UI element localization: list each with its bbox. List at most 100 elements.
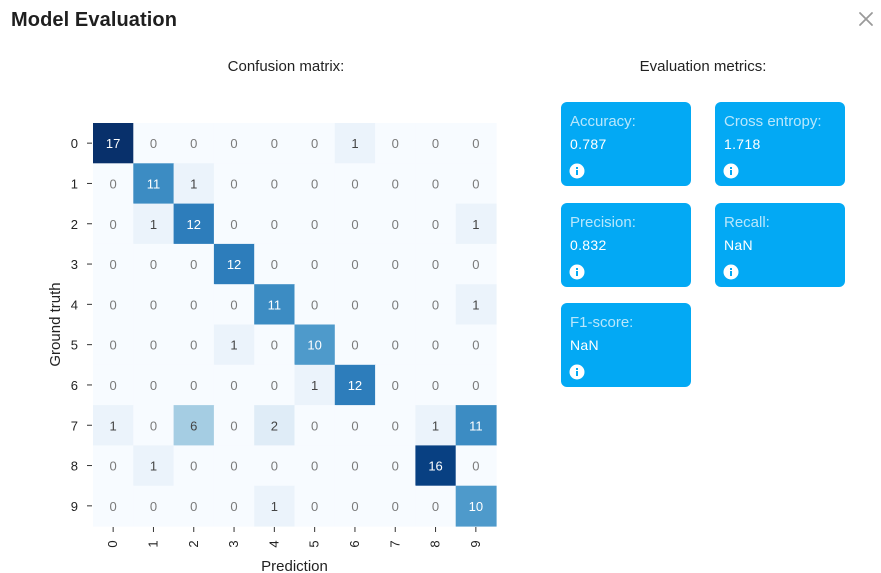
matrix-cell [93,123,134,164]
matrix-cell [254,284,296,326]
matrix-cell [173,405,215,446]
cell-value: 11 [268,297,282,312]
cell-value: 0 [432,217,439,232]
y-tick-label: 9 [71,499,78,514]
cell-value: 10 [307,338,321,353]
metric-card-cross-entropy: Cross entropy: 1.718 [715,102,845,186]
cell-value: 0 [432,257,439,272]
cell-value: 0 [271,257,278,272]
cell-value: 0 [351,499,358,514]
info-icon[interactable] [723,264,739,280]
matrix-cell [375,405,416,446]
matrix-cell [133,243,175,285]
matrix-cell [334,324,376,366]
matrix-cell [415,364,457,406]
matrix-cell [294,445,336,487]
matrix-cell [173,324,215,366]
matrix-cell [375,284,416,326]
cell-value: 0 [230,136,237,151]
matrix-cell [334,445,376,487]
matrix-cell [93,485,134,527]
x-tick-label: 2 [186,540,201,547]
matrix-cell [455,243,497,285]
cell-value: 0 [392,499,399,514]
metric-label: Precision: [570,214,636,231]
cell-value: 10 [469,499,483,514]
matrix-cell [455,445,497,487]
cell-value: 1 [271,499,278,514]
cell-value: 0 [392,378,399,393]
matrix-cell [133,163,175,205]
cell-value: 0 [472,338,479,353]
metric-value: 0.832 [570,237,607,253]
metric-card-recall: Recall: NaN [715,203,845,287]
matrix-cell [415,445,457,487]
cell-value: 0 [190,338,197,353]
cell-value: 1 [432,418,439,433]
x-tick-label: 5 [307,540,322,547]
matrix-cell [375,364,416,406]
y-axis-label: Ground truth [47,282,64,366]
close-icon[interactable] [855,8,877,30]
matrix-cell [213,284,255,326]
cell-value: 0 [150,338,157,353]
matrix-cell [455,485,497,527]
cell-value: 0 [472,459,479,474]
matrix-cell [294,203,336,245]
matrix-cell [415,203,457,245]
cell-value: 0 [351,257,358,272]
matrix-cell [173,445,215,487]
x-tick-label: 9 [468,540,483,547]
cell-value: 12 [187,217,201,232]
cell-value: 2 [271,418,278,433]
cell-value: 0 [190,459,197,474]
matrix-cell [173,203,215,245]
cell-value: 0 [351,418,358,433]
cell-value: 0 [432,297,439,312]
info-icon[interactable] [723,163,739,179]
matrix-cell [415,284,457,326]
info-icon[interactable] [569,163,585,179]
info-icon[interactable] [569,364,585,380]
cell-value: 0 [230,217,237,232]
cell-value: 0 [110,338,117,353]
matrix-cell [173,485,215,527]
info-icon[interactable] [569,264,585,280]
matrix-cell [375,243,416,285]
matrix-cell [254,324,296,366]
x-tick-label: 6 [347,540,362,547]
y-tick-label: 7 [71,418,78,433]
cell-value: 1 [230,338,237,353]
matrix-cell [133,324,175,366]
cell-value: 0 [351,297,358,312]
cell-value: 11 [147,176,161,191]
matrix-cell [415,123,457,164]
cell-value: 0 [150,257,157,272]
y-tick-label: 6 [71,378,78,393]
cell-value: 1 [472,217,479,232]
cell-value: 0 [351,338,358,353]
cell-value: 0 [392,217,399,232]
cell-value: 0 [392,136,399,151]
matrix-cell [294,364,336,406]
cell-value: 1 [190,176,197,191]
cell-value: 0 [110,217,117,232]
cell-value: 6 [190,418,197,433]
cell-value: 0 [190,136,197,151]
cell-value: 0 [230,297,237,312]
cell-value: 0 [150,499,157,514]
cell-value: 0 [392,297,399,312]
matrix-cell [375,163,416,205]
matrix-cell [133,123,175,164]
cell-value: 0 [472,136,479,151]
matrix-cell [173,364,215,406]
cell-value: 0 [311,418,318,433]
matrix-cell [213,163,255,205]
matrix-cell [455,203,497,245]
x-axis-label: Prediction [261,558,328,573]
confusion-matrix-chart: 17 0 0 0 0 0 1 0 0 00 11 1 0 0 0 0 0 0 00 1 12 0 0 0 0 0 0 10 0 0 12 0 0… [47,123,497,573]
cell-value: 0 [311,176,318,191]
matrix-cell [133,405,175,446]
matrix-cell [93,364,134,406]
matrix-cell [375,123,416,164]
